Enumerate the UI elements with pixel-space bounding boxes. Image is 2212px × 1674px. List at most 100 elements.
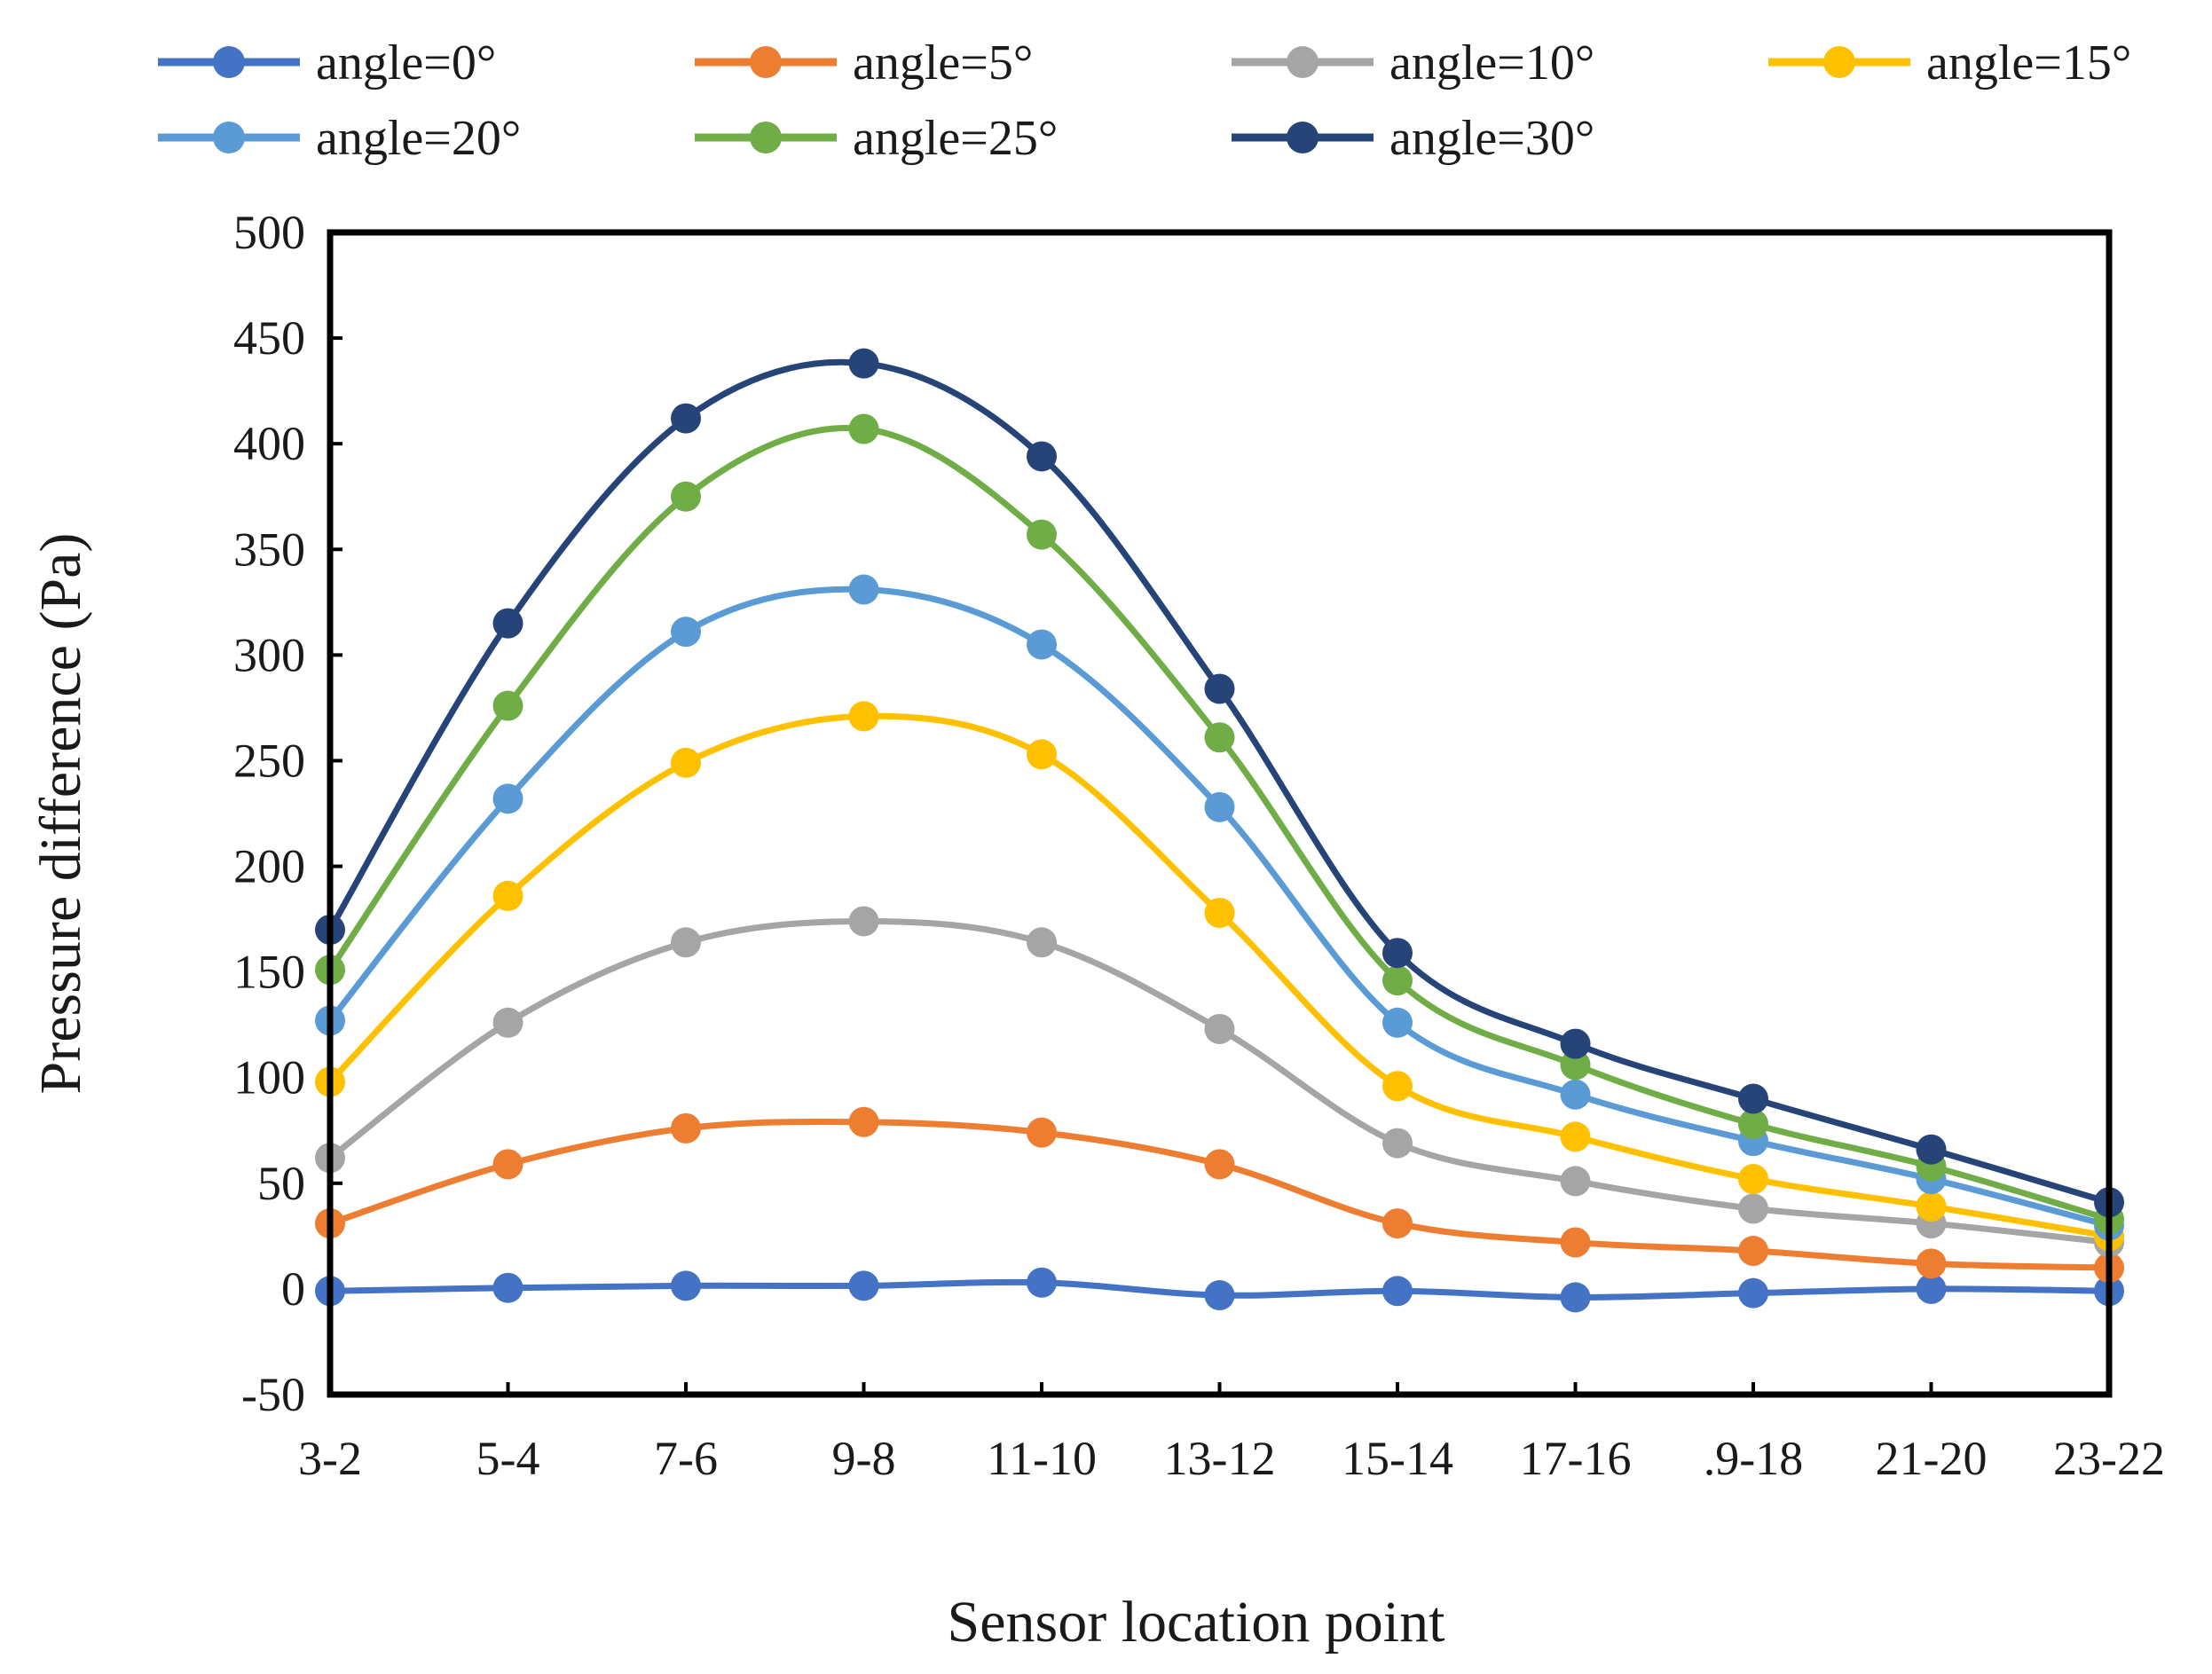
data-point	[1738, 1083, 1768, 1114]
legend-label: angle=10°	[1389, 35, 1594, 90]
y-tick-label: 400	[233, 417, 305, 470]
legend-marker	[1287, 46, 1319, 78]
data-point	[492, 690, 523, 721]
data-point	[1204, 673, 1235, 704]
series-line	[327, 586, 2113, 1229]
data-point	[1204, 897, 1235, 928]
legend-entry: angle=5°	[695, 35, 1033, 90]
y-tick-label: 50	[257, 1157, 305, 1210]
legend-label: angle=20°	[316, 111, 521, 166]
data-point	[1916, 1191, 1947, 1222]
data-point	[1738, 1109, 1768, 1140]
data-point	[1916, 1248, 1947, 1279]
data-point	[1560, 1282, 1591, 1313]
data-point	[1560, 1166, 1591, 1197]
x-tick-label: 13-12	[1164, 1432, 1276, 1485]
plot-area-frame	[327, 229, 2113, 1398]
series-5	[315, 413, 2124, 1235]
data-point	[1560, 1028, 1591, 1059]
y-tick-label: 100	[233, 1051, 305, 1104]
x-tick-label: 21-20	[1876, 1432, 1988, 1485]
series-6	[315, 348, 2124, 1218]
data-point	[1382, 1128, 1413, 1159]
data-point	[1560, 1049, 1591, 1081]
x-tick-label: 23-22	[2053, 1432, 2165, 1485]
y-tick-label: 350	[233, 523, 305, 576]
data-point	[1382, 1007, 1413, 1038]
legend-entry: angle=25°	[695, 111, 1058, 166]
data-point	[492, 1272, 523, 1303]
data-point	[1027, 519, 1057, 550]
data-point	[1027, 739, 1057, 770]
data-point	[1204, 1149, 1235, 1180]
legend-label: angle=30°	[1389, 111, 1594, 166]
y-tick-label: 0	[281, 1262, 305, 1316]
data-point	[492, 783, 523, 814]
series-line	[327, 425, 2113, 1222]
x-tick-label: 11-10	[987, 1432, 1097, 1485]
data-point	[671, 1112, 701, 1144]
data-point	[848, 906, 879, 937]
data-point	[1738, 1164, 1768, 1195]
data-point	[1027, 1267, 1057, 1298]
data-point	[1027, 629, 1057, 660]
data-point	[1560, 1227, 1591, 1258]
series-layer	[315, 348, 2124, 1313]
y-axis-title: Pressure difference (Pa)	[28, 533, 93, 1095]
legend-marker	[750, 122, 782, 153]
data-point	[1382, 1071, 1413, 1102]
data-point	[1738, 1277, 1768, 1309]
data-point	[1204, 1280, 1235, 1311]
y-tick-label: 200	[233, 840, 305, 893]
data-point	[1204, 722, 1235, 753]
data-point	[1916, 1134, 1947, 1165]
legend-entry: angle=10°	[1232, 35, 1594, 90]
data-point	[1204, 791, 1235, 822]
data-point	[848, 574, 879, 605]
legend: angle=0° angle=5° angle=10° angle=15° angle=…	[158, 35, 2131, 166]
data-point	[671, 617, 701, 648]
data-point	[848, 413, 879, 444]
series-0	[315, 1267, 2124, 1313]
data-point	[1560, 1079, 1591, 1110]
data-point	[671, 481, 701, 512]
y-tick-label: 150	[233, 946, 305, 999]
data-point	[1204, 1013, 1235, 1044]
data-point	[1027, 927, 1057, 958]
data-point	[492, 1149, 523, 1180]
data-point	[848, 1270, 879, 1301]
y-tick-label: 250	[233, 734, 305, 787]
data-point	[671, 403, 701, 434]
data-point	[671, 747, 701, 778]
y-tick-label: 450	[233, 311, 305, 365]
x-tick-label: 15-14	[1342, 1432, 1453, 1485]
data-point	[1382, 1276, 1413, 1307]
data-point	[1027, 441, 1057, 472]
data-point	[1382, 1208, 1413, 1239]
axis-ticks: -50 0 50 100 150 200 250 300 350 400 450 500 3-2 5-4 7…	[233, 206, 2165, 1485]
legend-entry: angle=30°	[1232, 111, 1594, 166]
data-point	[1738, 1236, 1768, 1267]
series-2	[315, 906, 2124, 1258]
data-point	[1027, 1117, 1057, 1148]
x-tick-label: 7-6	[654, 1432, 718, 1485]
legend-marker	[1823, 46, 1855, 78]
x-tick-label: 5-4	[476, 1432, 540, 1485]
legend-marker	[1287, 122, 1319, 153]
series-line	[327, 358, 2113, 1206]
data-point	[1560, 1121, 1591, 1152]
data-point	[848, 348, 879, 379]
data-point	[492, 880, 523, 911]
x-tick-label: 9-8	[832, 1432, 896, 1485]
legend-label: angle=15°	[1926, 35, 2131, 90]
data-point	[848, 701, 879, 732]
y-tick-label: 500	[233, 206, 305, 259]
data-point	[1382, 938, 1413, 969]
data-point	[1916, 1273, 1947, 1304]
legend-marker	[213, 46, 245, 78]
legend-entry: angle=15°	[1768, 35, 2131, 90]
data-point	[671, 1270, 701, 1301]
legend-entry: angle=20°	[158, 111, 521, 166]
legend-label: angle=0°	[316, 35, 496, 90]
